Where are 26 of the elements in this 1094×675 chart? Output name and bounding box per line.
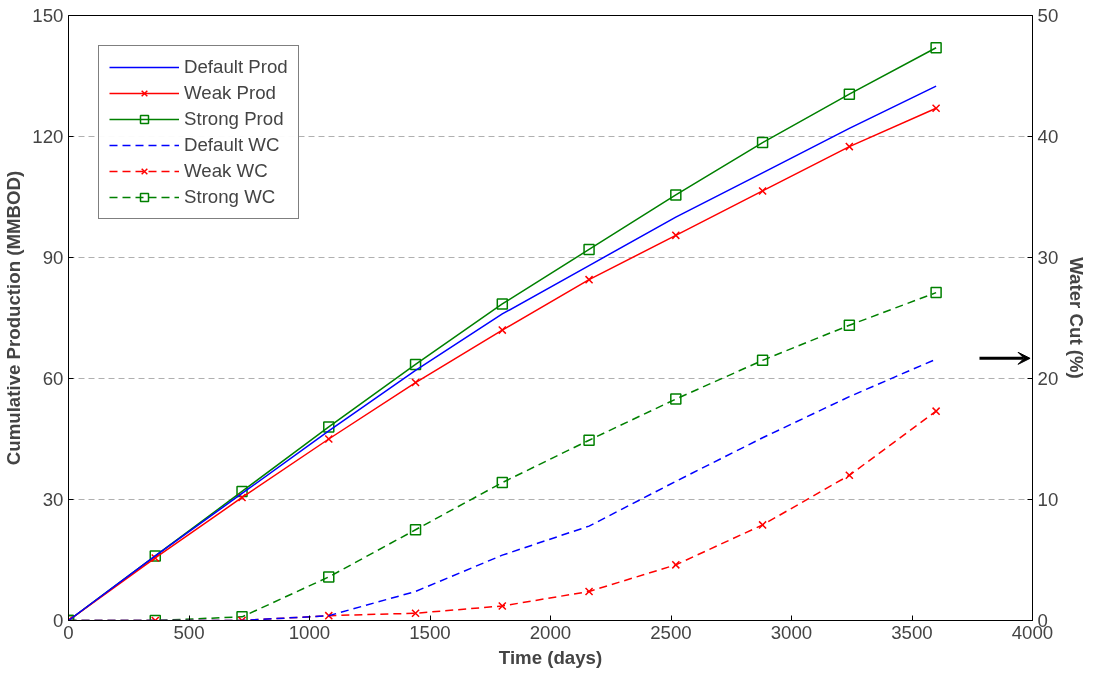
x-tick-label: 2500 — [650, 621, 692, 643]
y-tick-label: 60 — [42, 368, 64, 389]
y2-axis-title: Water Cut (%) — [1066, 257, 1088, 379]
y2-tick-label: 20 — [1037, 368, 1059, 389]
x-axis-title: Time (days) — [498, 646, 603, 668]
legend-label: Default Prod — [184, 56, 288, 78]
y-tick-label: 90 — [42, 247, 64, 268]
x-tick-label: 2000 — [529, 621, 572, 643]
x-tick-label: 1500 — [409, 621, 451, 643]
y2-tick-label: 40 — [1037, 126, 1059, 147]
y-tick-label: 120 — [32, 126, 64, 147]
y2-tick-label: 30 — [1037, 247, 1059, 268]
x-tick-label: 3500 — [891, 621, 933, 643]
legend-label: Strong Prod — [184, 108, 284, 130]
y2-tick-label: 10 — [1037, 489, 1059, 510]
y2-tick-label: 50 — [1037, 5, 1059, 26]
legend-label: Default WC — [184, 134, 280, 156]
y-tick-label: 150 — [32, 5, 64, 26]
legend-label: Weak WC — [184, 160, 268, 182]
y-axis-title: Cumulative Production (MMBOD) — [3, 170, 25, 466]
legend-label: Weak Prod — [184, 82, 276, 104]
x-tick-label: 500 — [173, 621, 205, 643]
legend-label: Strong WC — [184, 186, 276, 208]
y-tick-label: 30 — [42, 489, 64, 510]
x-tick-label: 1000 — [288, 621, 331, 643]
x-tick-label: 3000 — [770, 621, 813, 643]
